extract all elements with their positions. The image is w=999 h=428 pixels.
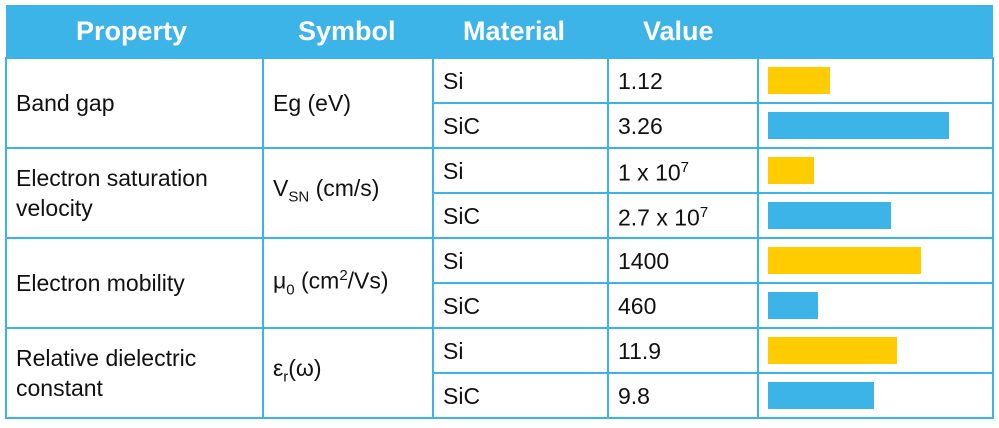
symbol-part: (cm/s) bbox=[309, 175, 380, 202]
material-text: Si bbox=[443, 337, 464, 364]
property-text: Relative dielectric constant bbox=[16, 345, 197, 401]
value-exponent: 7 bbox=[680, 159, 689, 177]
header-cell bbox=[758, 5, 993, 58]
symbol-part: Eg (eV) bbox=[273, 90, 351, 116]
value-cell: 1.12 bbox=[607, 57, 759, 104]
material-text: Si bbox=[443, 67, 464, 94]
value-cell: 9.8 bbox=[607, 372, 759, 419]
symbol-part: (cm bbox=[294, 267, 340, 294]
material-text: SiC bbox=[443, 202, 481, 229]
value-cell: 1 x 107 bbox=[607, 147, 759, 194]
bar-cell bbox=[757, 282, 994, 329]
table-row: SiC 9.8 bbox=[6, 372, 994, 419]
value-text: 3.26 bbox=[618, 112, 663, 139]
symbol-part: 0 bbox=[286, 281, 295, 299]
header-cell: Property bbox=[6, 5, 263, 58]
property-text: Electron mobility bbox=[16, 270, 185, 296]
value-text: 9.8 bbox=[618, 382, 650, 409]
table-row: SiC 3.26 bbox=[6, 102, 994, 149]
property-cell: Electron saturation velocity bbox=[5, 147, 264, 239]
value-mantissa: 1 x 10 bbox=[618, 159, 681, 186]
material-cell: Si bbox=[432, 147, 609, 194]
symbol-part: ε bbox=[273, 355, 284, 382]
property-text: Band gap bbox=[16, 90, 115, 116]
property-cell: Relative dielectric constant bbox=[5, 327, 264, 419]
value-text: 11.9 bbox=[618, 337, 662, 364]
property-cell: Electron mobility bbox=[5, 237, 264, 329]
value-cell: 1400 bbox=[607, 237, 759, 284]
bar-cell bbox=[757, 237, 994, 284]
symbol-part: 2 bbox=[339, 266, 348, 284]
value-cell: 3.26 bbox=[607, 102, 759, 149]
material-cell: Si bbox=[432, 237, 609, 284]
material-text: Si bbox=[443, 247, 464, 274]
bar bbox=[768, 337, 897, 364]
header-cell: Value bbox=[608, 5, 758, 58]
symbol-part: (ω) bbox=[288, 355, 322, 382]
table-body: Band gap Eg (eV) Si 1.12 SiC 3.26 Electron sat… bbox=[5, 57, 994, 419]
bar-cell bbox=[757, 372, 994, 419]
bar-cell bbox=[757, 192, 994, 239]
value-cell: 460 bbox=[607, 282, 759, 329]
bar bbox=[768, 157, 814, 184]
bar bbox=[768, 382, 875, 409]
bar bbox=[768, 202, 891, 229]
property-cell: Band gap bbox=[5, 57, 264, 149]
header-text: Value bbox=[643, 15, 714, 46]
bar bbox=[768, 292, 819, 319]
symbol-cell: μ0 (cm2/Vs) bbox=[262, 237, 434, 329]
value-cell: 11.9 bbox=[607, 327, 759, 374]
bar-cell bbox=[757, 57, 994, 104]
symbol-part: SN bbox=[288, 188, 310, 206]
header-text: Property bbox=[76, 15, 188, 46]
material-cell: SiC bbox=[432, 372, 609, 419]
header-cell: Symbol bbox=[263, 5, 433, 58]
material-cell: Si bbox=[432, 327, 609, 374]
symbol-part: r bbox=[283, 368, 289, 386]
symbol-part: V bbox=[273, 175, 289, 202]
value-exponent: 7 bbox=[699, 204, 709, 222]
symbol-cell: VSN (cm/s) bbox=[262, 147, 434, 239]
header-row: Property Symbol Material Value bbox=[6, 5, 993, 58]
material-text: SiC bbox=[443, 382, 481, 409]
symbol-cell: εr(ω) bbox=[262, 327, 434, 419]
table-row: Band gap Eg (eV) Si 1.12 bbox=[5, 57, 994, 149]
material-text: SiC bbox=[443, 112, 481, 139]
bar-cell bbox=[757, 327, 994, 374]
bar-cell bbox=[757, 147, 994, 194]
table-row: SiC 2.7 x 107 bbox=[6, 192, 994, 239]
header-text: Material bbox=[463, 15, 566, 46]
property-text: Electron saturation velocity bbox=[16, 165, 208, 221]
table-row: Electron saturation velocity VSN (cm/s) Si… bbox=[5, 147, 994, 239]
bar-cell bbox=[757, 102, 994, 149]
value-text: 1.12 bbox=[618, 67, 663, 94]
symbol-part: μ bbox=[273, 267, 287, 294]
material-text: SiC bbox=[443, 292, 481, 319]
bar bbox=[768, 112, 949, 139]
symbol-cell: Eg (eV) bbox=[262, 57, 434, 149]
table-row: Electron mobility μ0 (cm2/Vs) Si 1400 bbox=[5, 237, 994, 329]
material-cell: SiC bbox=[432, 282, 609, 329]
material-text: Si bbox=[443, 157, 464, 184]
value-cell: 2.7 x 107 bbox=[607, 192, 759, 239]
value-text: 460 bbox=[618, 292, 657, 319]
comparison-table: Property Symbol Material Value Band gap E… bbox=[5, 5, 994, 419]
value-text: 1400 bbox=[618, 247, 670, 274]
material-cell: SiC bbox=[432, 102, 609, 149]
material-cell: Si bbox=[432, 57, 609, 104]
symbol-part: /Vs) bbox=[347, 267, 389, 294]
header-cell: Material bbox=[433, 5, 608, 58]
value-mantissa: 2.7 x 10 bbox=[618, 204, 700, 231]
table-row: Relative dielectric constant εr(ω) Si 11.9 bbox=[5, 327, 994, 419]
bar bbox=[768, 67, 831, 94]
material-cell: SiC bbox=[432, 192, 609, 239]
header-text: Symbol bbox=[298, 15, 396, 46]
table-row: SiC 460 bbox=[6, 282, 994, 329]
bar bbox=[768, 247, 921, 274]
